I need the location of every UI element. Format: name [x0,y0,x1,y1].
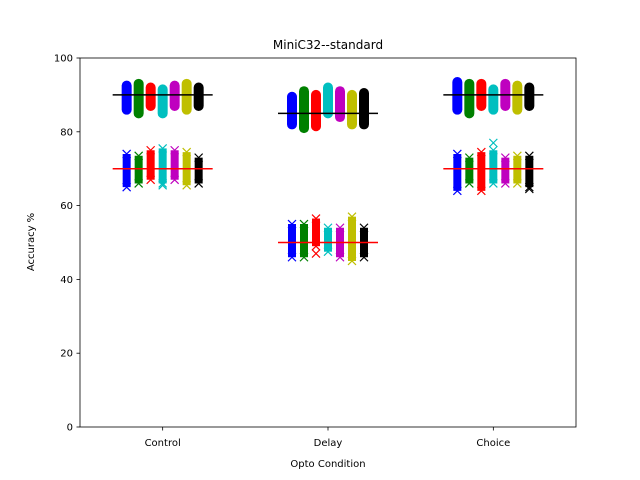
y-axis: 0 20 40 60 80 100 [54,54,80,434]
x-marker-control-series-3-top [158,143,168,153]
x-marker-delay-series-1-top [299,219,309,229]
x-marker-control-series-1-bottom [134,179,144,188]
y-tick-label: 100 [54,54,73,65]
x-marker-delay-series-6-bottom [359,252,369,262]
x-marker-control-series-6-bottom [194,179,204,188]
x-marker-control-series-5-top [182,147,192,157]
y-tick-label: 20 [60,349,73,360]
x-marker-choice-series-0-bottom [452,186,462,196]
x-marker-delay-series-5-bottom [347,256,357,266]
reference-lines [112,94,544,244]
x-marker-delay-series-3-bottom [323,247,333,257]
x-marker-choice-series-4-bottom [500,179,510,188]
x-marker-choice-series-3-top [488,145,498,155]
x-marker-delay-series-6-top [359,223,369,233]
y-tick-label: 0 [67,423,73,434]
x-marker-delay-series-5-top [347,212,357,222]
y-axis-label: Accuracy % [26,213,37,271]
outlier-marker-choice-series-3 [488,138,498,148]
x-marker-choice-series-6-bottom [524,182,534,192]
x-marker-delay-series-4-bottom [335,252,345,262]
x-marker-choice-series-2-top [476,147,486,157]
x-marker-delay-series-0-bottom [287,252,297,262]
x-marker-delay-series-0-top [287,219,297,229]
x-marker-control-series-0-top [122,149,132,159]
x-marker-choice-series-1-top [464,153,474,163]
x-marker-choice-series-6-top [524,151,534,161]
x-marker-control-series-2-bottom [146,175,156,185]
x-marker-delay-series-2-top [311,214,321,223]
x-marker-control-series-0-bottom [122,182,132,192]
x-marker-control-series-1-top [134,151,144,161]
x-marker-choice-series-5-top [512,151,522,161]
outlier-marker-control-series-3 [158,180,168,190]
y-tick-label: 80 [60,127,73,138]
y-tick-label: 40 [60,275,73,286]
x-tick-label-choice: Choice [476,438,510,449]
x-marker-delay-series-2-bottom [311,241,321,251]
x-marker-choice-series-3-bottom [488,179,498,188]
x-marker-choice-series-5-bottom [512,179,522,188]
x-marker-control-series-6-top [194,153,204,163]
x-marker-control-series-2-top [146,145,156,155]
x-axis: Control Delay Choice [145,427,510,449]
x-marker-choice-series-2-bottom [476,186,486,196]
x-tick-label-control: Control [145,438,181,449]
x-marker-delay-series-1-bottom [299,252,309,262]
x-marker-control-series-4-bottom [170,175,180,185]
x-marker-control-series-3-bottom [158,179,168,188]
x-marker-control-series-4-top [170,145,180,155]
x-marker-delay-series-3-top [323,223,333,233]
x-marker-choice-series-4-top [500,153,510,163]
chart-title: MiniC32--standard [273,38,383,52]
x-marker-choice-series-0-top [452,149,462,159]
outlier-marker-delay-series-2 [311,249,321,258]
y-tick-label: 60 [60,201,73,212]
data-marks [121,76,535,266]
x-marker-choice-series-1-bottom [464,179,474,188]
x-marker-delay-series-4-top [335,223,345,233]
x-marker-control-series-5-bottom [182,180,192,190]
x-axis-label: Opto Condition [290,459,365,470]
outlier-marker-choice-series-6 [524,184,534,194]
x-tick-label-delay: Delay [314,438,343,449]
